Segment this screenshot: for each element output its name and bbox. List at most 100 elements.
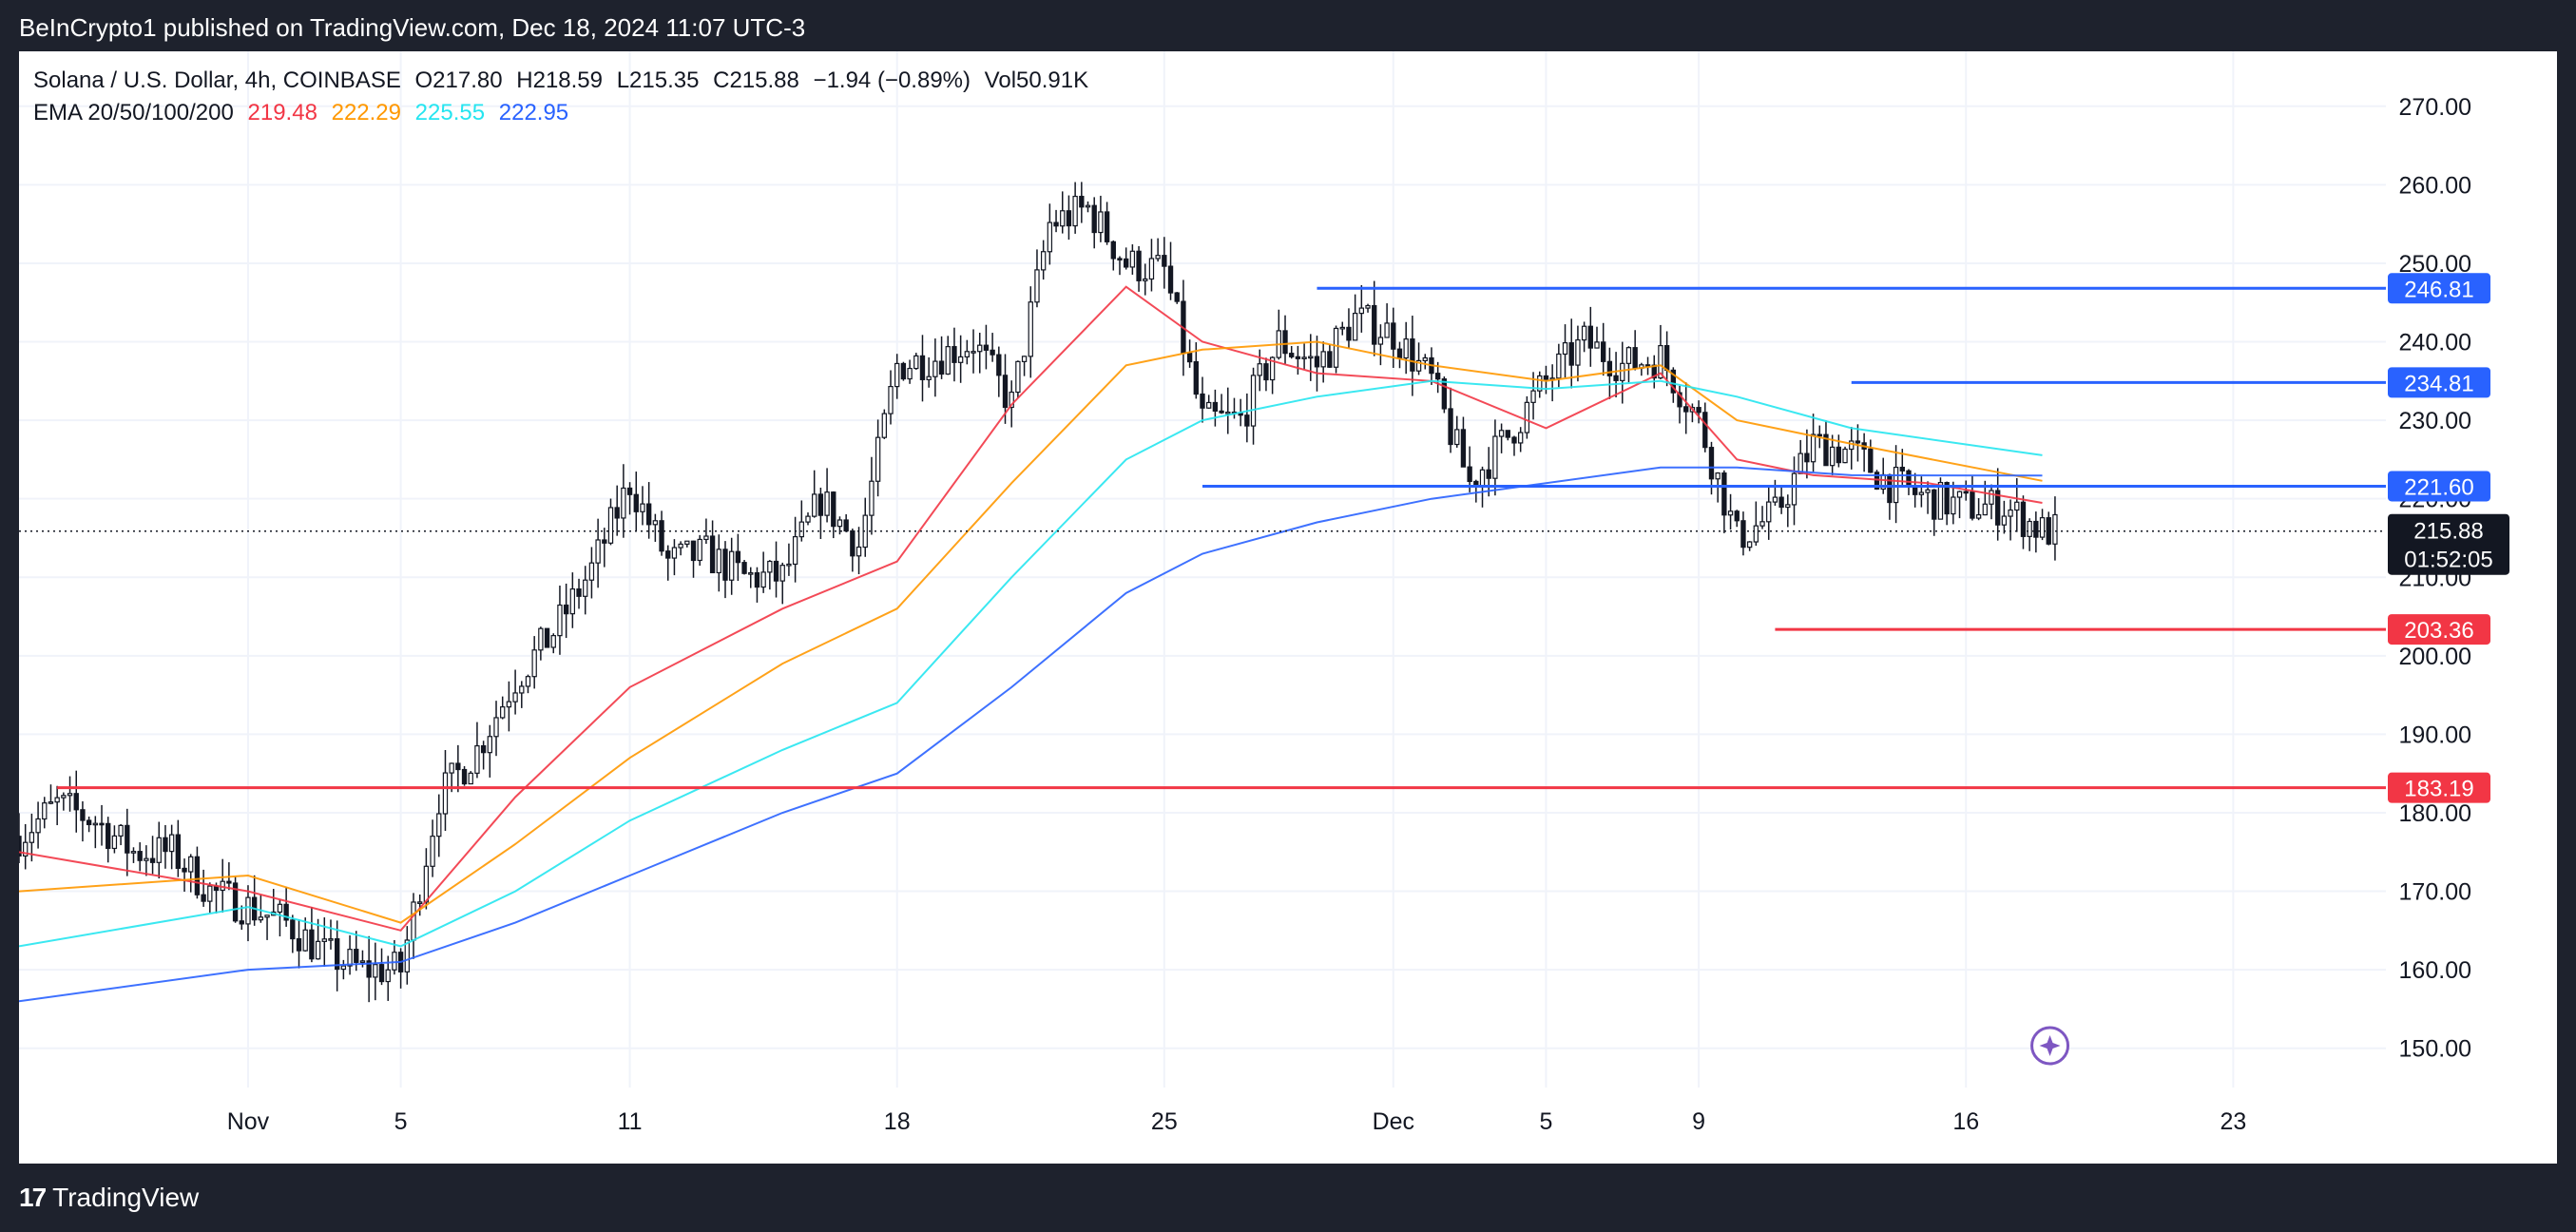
candle-body (1352, 313, 1358, 341)
candle-body (258, 916, 264, 921)
candle-body (54, 797, 60, 803)
candle-body (621, 487, 626, 519)
candle-body (1091, 204, 1097, 234)
candle-body (1537, 375, 1543, 392)
candle-body (1143, 278, 1148, 281)
candle-body (626, 487, 633, 495)
tradingview-brand: TradingView (52, 1183, 200, 1212)
candle-body (1072, 195, 1078, 227)
candle-body (92, 822, 98, 826)
ema200-value: 222.95 (498, 100, 569, 125)
candle-body (283, 903, 289, 921)
candle-body (1746, 541, 1753, 549)
y-tick-label: 260.00 (2399, 172, 2471, 199)
y-tick-label: 180.00 (2399, 800, 2471, 827)
candle-body (1975, 513, 1982, 519)
candle-body (1899, 467, 1905, 472)
close-value: C215.88 (713, 67, 799, 93)
low-value: L215.35 (616, 67, 700, 93)
candle-body (932, 360, 938, 377)
candle-body (1339, 326, 1345, 330)
candle-body (1244, 414, 1250, 427)
candle-body (525, 676, 531, 687)
candle-body (1098, 211, 1104, 234)
candle-body (1696, 407, 1701, 414)
candle-body (894, 362, 900, 388)
candle-body (569, 588, 576, 615)
candle-body (588, 562, 595, 581)
candle-body (1314, 356, 1320, 368)
candle-body (576, 588, 582, 597)
x-tick-label: 5 (1539, 1108, 1552, 1135)
candle-body (1053, 221, 1059, 227)
candle-body (1708, 447, 1715, 480)
candle-body (1855, 440, 1861, 444)
candle-body (328, 938, 334, 941)
candle-body (61, 795, 67, 799)
candle-body (640, 503, 645, 512)
candle-body (1021, 356, 1028, 362)
candle-body (1365, 304, 1371, 309)
candle-body (163, 837, 168, 853)
candle-body (86, 819, 92, 826)
candle-body (1415, 359, 1422, 372)
candle-body (1518, 432, 1524, 444)
candle-body (652, 520, 659, 526)
candle-body (487, 736, 492, 754)
candle-body (531, 649, 537, 678)
candle-body (583, 579, 588, 597)
candle-body (544, 627, 550, 648)
ema-label[interactable]: EMA 20/50/100/200 (33, 100, 234, 125)
candle-body (824, 491, 830, 516)
candle-body (1372, 304, 1377, 345)
candle-body (1766, 501, 1772, 523)
candle-body (1575, 338, 1581, 366)
candle-body (35, 818, 41, 834)
candle-body (315, 940, 321, 960)
candle-body (1587, 325, 1593, 349)
symbol-label[interactable]: Solana / U.S. Dollar, 4h, COINBASE (33, 67, 401, 93)
candle-body (1269, 356, 1276, 381)
level-price-label: 203.36 (2404, 618, 2473, 644)
candle-body (971, 351, 976, 354)
candle-body (798, 521, 804, 538)
chart-panel[interactable]: 150.00 160.00 170.00 180.00 190.00 200.00 210.… (19, 51, 2557, 1164)
candle-body (1498, 430, 1505, 437)
candle-body (869, 480, 875, 516)
candle-body (423, 865, 430, 903)
candle-body (1944, 481, 1950, 515)
candle-body (1009, 391, 1014, 409)
footer-bar: 17 TradingView (0, 1164, 2576, 1232)
candle-body (1524, 401, 1530, 433)
candle-body (19, 836, 22, 857)
candle-body (1346, 326, 1352, 341)
candle-body (1320, 351, 1326, 368)
tradingview-logo[interactable]: 17 TradingView (19, 1183, 199, 1213)
candle-body (595, 539, 601, 564)
candle-body (817, 493, 824, 516)
candle-body (875, 436, 881, 482)
candle-body (1995, 490, 2001, 526)
candle-body (709, 535, 716, 574)
candle-body (149, 857, 156, 863)
candle-body (1906, 470, 1912, 488)
candle-body (990, 349, 995, 356)
candle-body (411, 901, 416, 941)
candle-body (607, 507, 614, 544)
high-value: H218.59 (516, 67, 604, 93)
candle-body (207, 885, 213, 902)
candle-body (1257, 363, 1262, 376)
candle-body (1613, 375, 1619, 381)
candle-body (430, 836, 435, 867)
candle-body (232, 882, 239, 922)
candle-body (188, 856, 194, 873)
candle-body (385, 969, 391, 983)
candle-body (1085, 204, 1091, 208)
candle-body (659, 520, 664, 552)
candle-body (1727, 510, 1734, 516)
price-chart[interactable]: 150.00160.00170.00180.00190.00200.00210.… (19, 51, 2557, 1164)
candle-body (1136, 250, 1142, 281)
candle-body (373, 964, 378, 978)
candle-body (1110, 241, 1116, 260)
candle-body (684, 540, 690, 546)
